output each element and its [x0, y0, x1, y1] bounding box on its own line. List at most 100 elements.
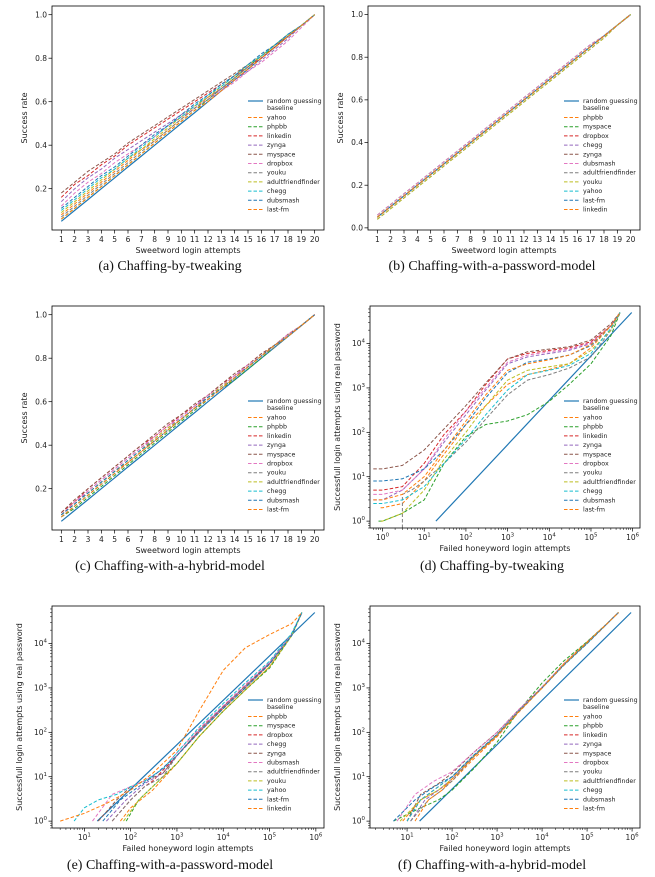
legend-label: last-fm [267, 507, 289, 514]
legend: random guessingbaselinephpbbmyspacedropb… [248, 697, 322, 813]
legend-label: phpbb [583, 115, 603, 122]
chart-e: 101 102 103 104 105 106100101102103104Failed … [15, 606, 324, 873]
y-tick-label: 1.0 [35, 10, 47, 19]
x-tick-label: 18 [283, 535, 293, 544]
panel-caption: (f) Chaffing-with-a-hybrid-model [398, 858, 586, 873]
legend-label: last-fm [583, 197, 605, 204]
legend-label: dubsmash [583, 161, 616, 168]
x-tick-label: 106 [626, 533, 640, 543]
x-tick-label: 19 [297, 235, 307, 244]
legend-label: dropbox [583, 760, 609, 767]
x-tick-label: 20 [310, 535, 320, 544]
y-tick-label: 103 [34, 683, 48, 693]
x-tick-label: 12 [203, 235, 213, 244]
legend-label: dropbox [583, 461, 609, 468]
legend-label: myspace [267, 151, 295, 158]
series-line-random-guessing-baseline [436, 313, 632, 522]
y-tick-label: 100 [352, 516, 366, 526]
legend-label: linkedin [583, 207, 608, 214]
legend-label: yahoo [583, 714, 602, 721]
y-tick-label: 0.6 [351, 95, 363, 104]
legend-label: random guessing [267, 398, 322, 405]
x-axis-label: Failed honeyword login attempts [440, 544, 571, 553]
x-tick-label: 16 [257, 535, 267, 544]
y-tick-label: 101 [352, 772, 365, 782]
legend-label: last-fm [267, 207, 289, 214]
legend-label: chegg [583, 488, 602, 495]
y-tick-label: 0.8 [351, 53, 363, 62]
legend-label: phpbb [583, 424, 603, 431]
x-tick-label: 3 [402, 235, 407, 244]
x-axis-label: Sweetword login attempts [135, 546, 240, 555]
x-tick-label: 9 [482, 235, 487, 244]
legend-label: baseline [267, 105, 294, 112]
y-tick-label: 101 [352, 472, 365, 482]
legend: random guessingbaseline yahoo phpbb linkedi… [564, 697, 638, 813]
panel-caption: (c) Chaffing-with-a-hybrid-model [75, 559, 265, 574]
legend-label: myspace [267, 451, 295, 458]
legend-label: adultfriendfinder [267, 479, 320, 486]
x-tick-label: 9 [166, 235, 171, 244]
x-tick-label: 7 [139, 235, 144, 244]
x-tick-label: 5 [112, 535, 117, 544]
x-tick-label: 105 [581, 833, 595, 843]
legend-label: last-fm [267, 796, 289, 803]
x-tick-label: 20 [310, 235, 320, 244]
x-axis-label: Failed honeyword login attempts [123, 844, 254, 853]
legend-label: chegg [267, 188, 286, 195]
x-tick-label: 10 [493, 235, 503, 244]
y-tick-label: 0.2 [351, 181, 363, 190]
panel-caption: (a) Chaffing-by-tweaking [98, 259, 241, 274]
x-tick-label: 102 [124, 833, 137, 843]
legend-label: myspace [583, 124, 611, 131]
legend-label: dubsmash [267, 497, 300, 504]
y-axis-label: Successfull login attempts using real pa… [15, 623, 24, 811]
legend-label: phpbb [267, 124, 287, 131]
legend-label: youku [583, 179, 602, 186]
y-tick-label: 0.6 [35, 97, 47, 106]
panel-caption: (b) Chaffing-with-a-password-model [389, 259, 596, 274]
legend-label: yahoo [583, 415, 602, 422]
chart-c: 1 2 3 4 5 6 7 8 9 10 11 12 13 14 15 16 17 18 19 200.20.40.6… [20, 306, 324, 574]
legend-label: myspace [583, 451, 611, 458]
legend-label: zynga [267, 750, 286, 757]
legend-label: dubsmash [583, 497, 616, 504]
x-tick-label: 4 [99, 535, 104, 544]
x-tick-label: 2 [72, 535, 77, 544]
y-axis-label: Success rate [20, 92, 29, 143]
legend-label: dropbox [583, 133, 609, 140]
legend-label: adultfriendfinder [267, 769, 320, 776]
chart-f: 101 102 103 104 105 106100101102103104Failed … [333, 606, 640, 873]
x-axis-label: Sweetword login attempts [135, 246, 240, 255]
legend-label: youku [267, 778, 286, 785]
y-axis-label: Successfull login attempts using real pa… [333, 623, 342, 811]
legend-label: dubsmash [583, 796, 616, 803]
x-axis-label: Failed honeyword login attempts [440, 844, 571, 853]
x-tick-label: 12 [203, 535, 213, 544]
y-tick-label: 104 [34, 639, 48, 649]
x-tick-label: 14 [230, 535, 240, 544]
x-tick-label: 6 [126, 235, 131, 244]
legend-label: dubsmash [267, 760, 300, 767]
y-axis-label: Success rate [20, 392, 29, 443]
x-tick-label: 17 [270, 535, 280, 544]
x-tick-label: 101 [401, 833, 414, 843]
x-tick-label: 19 [613, 235, 623, 244]
x-tick-label: 18 [283, 235, 293, 244]
y-tick-label: 0.8 [35, 54, 47, 63]
legend-label: chegg [267, 488, 286, 495]
x-tick-label: 11 [190, 535, 200, 544]
legend-label: phpbb [267, 714, 287, 721]
y-tick-label: 103 [352, 383, 366, 393]
x-tick-label: 13 [217, 235, 227, 244]
x-tick-label: 10 [177, 235, 187, 244]
legend-label: youku [583, 470, 602, 477]
x-tick-label: 19 [297, 535, 307, 544]
y-tick-label: 0.4 [35, 141, 47, 150]
legend-label: random guessing [583, 98, 638, 105]
y-tick-label: 104 [352, 339, 366, 349]
x-tick-label: 104 [543, 533, 557, 543]
chart-a: 1 2 3 4 5 6 7 8 9 10 11 12 13 14 15 16 17 18 19 200.20.40.6… [20, 6, 324, 274]
x-tick-label: 15 [243, 235, 253, 244]
